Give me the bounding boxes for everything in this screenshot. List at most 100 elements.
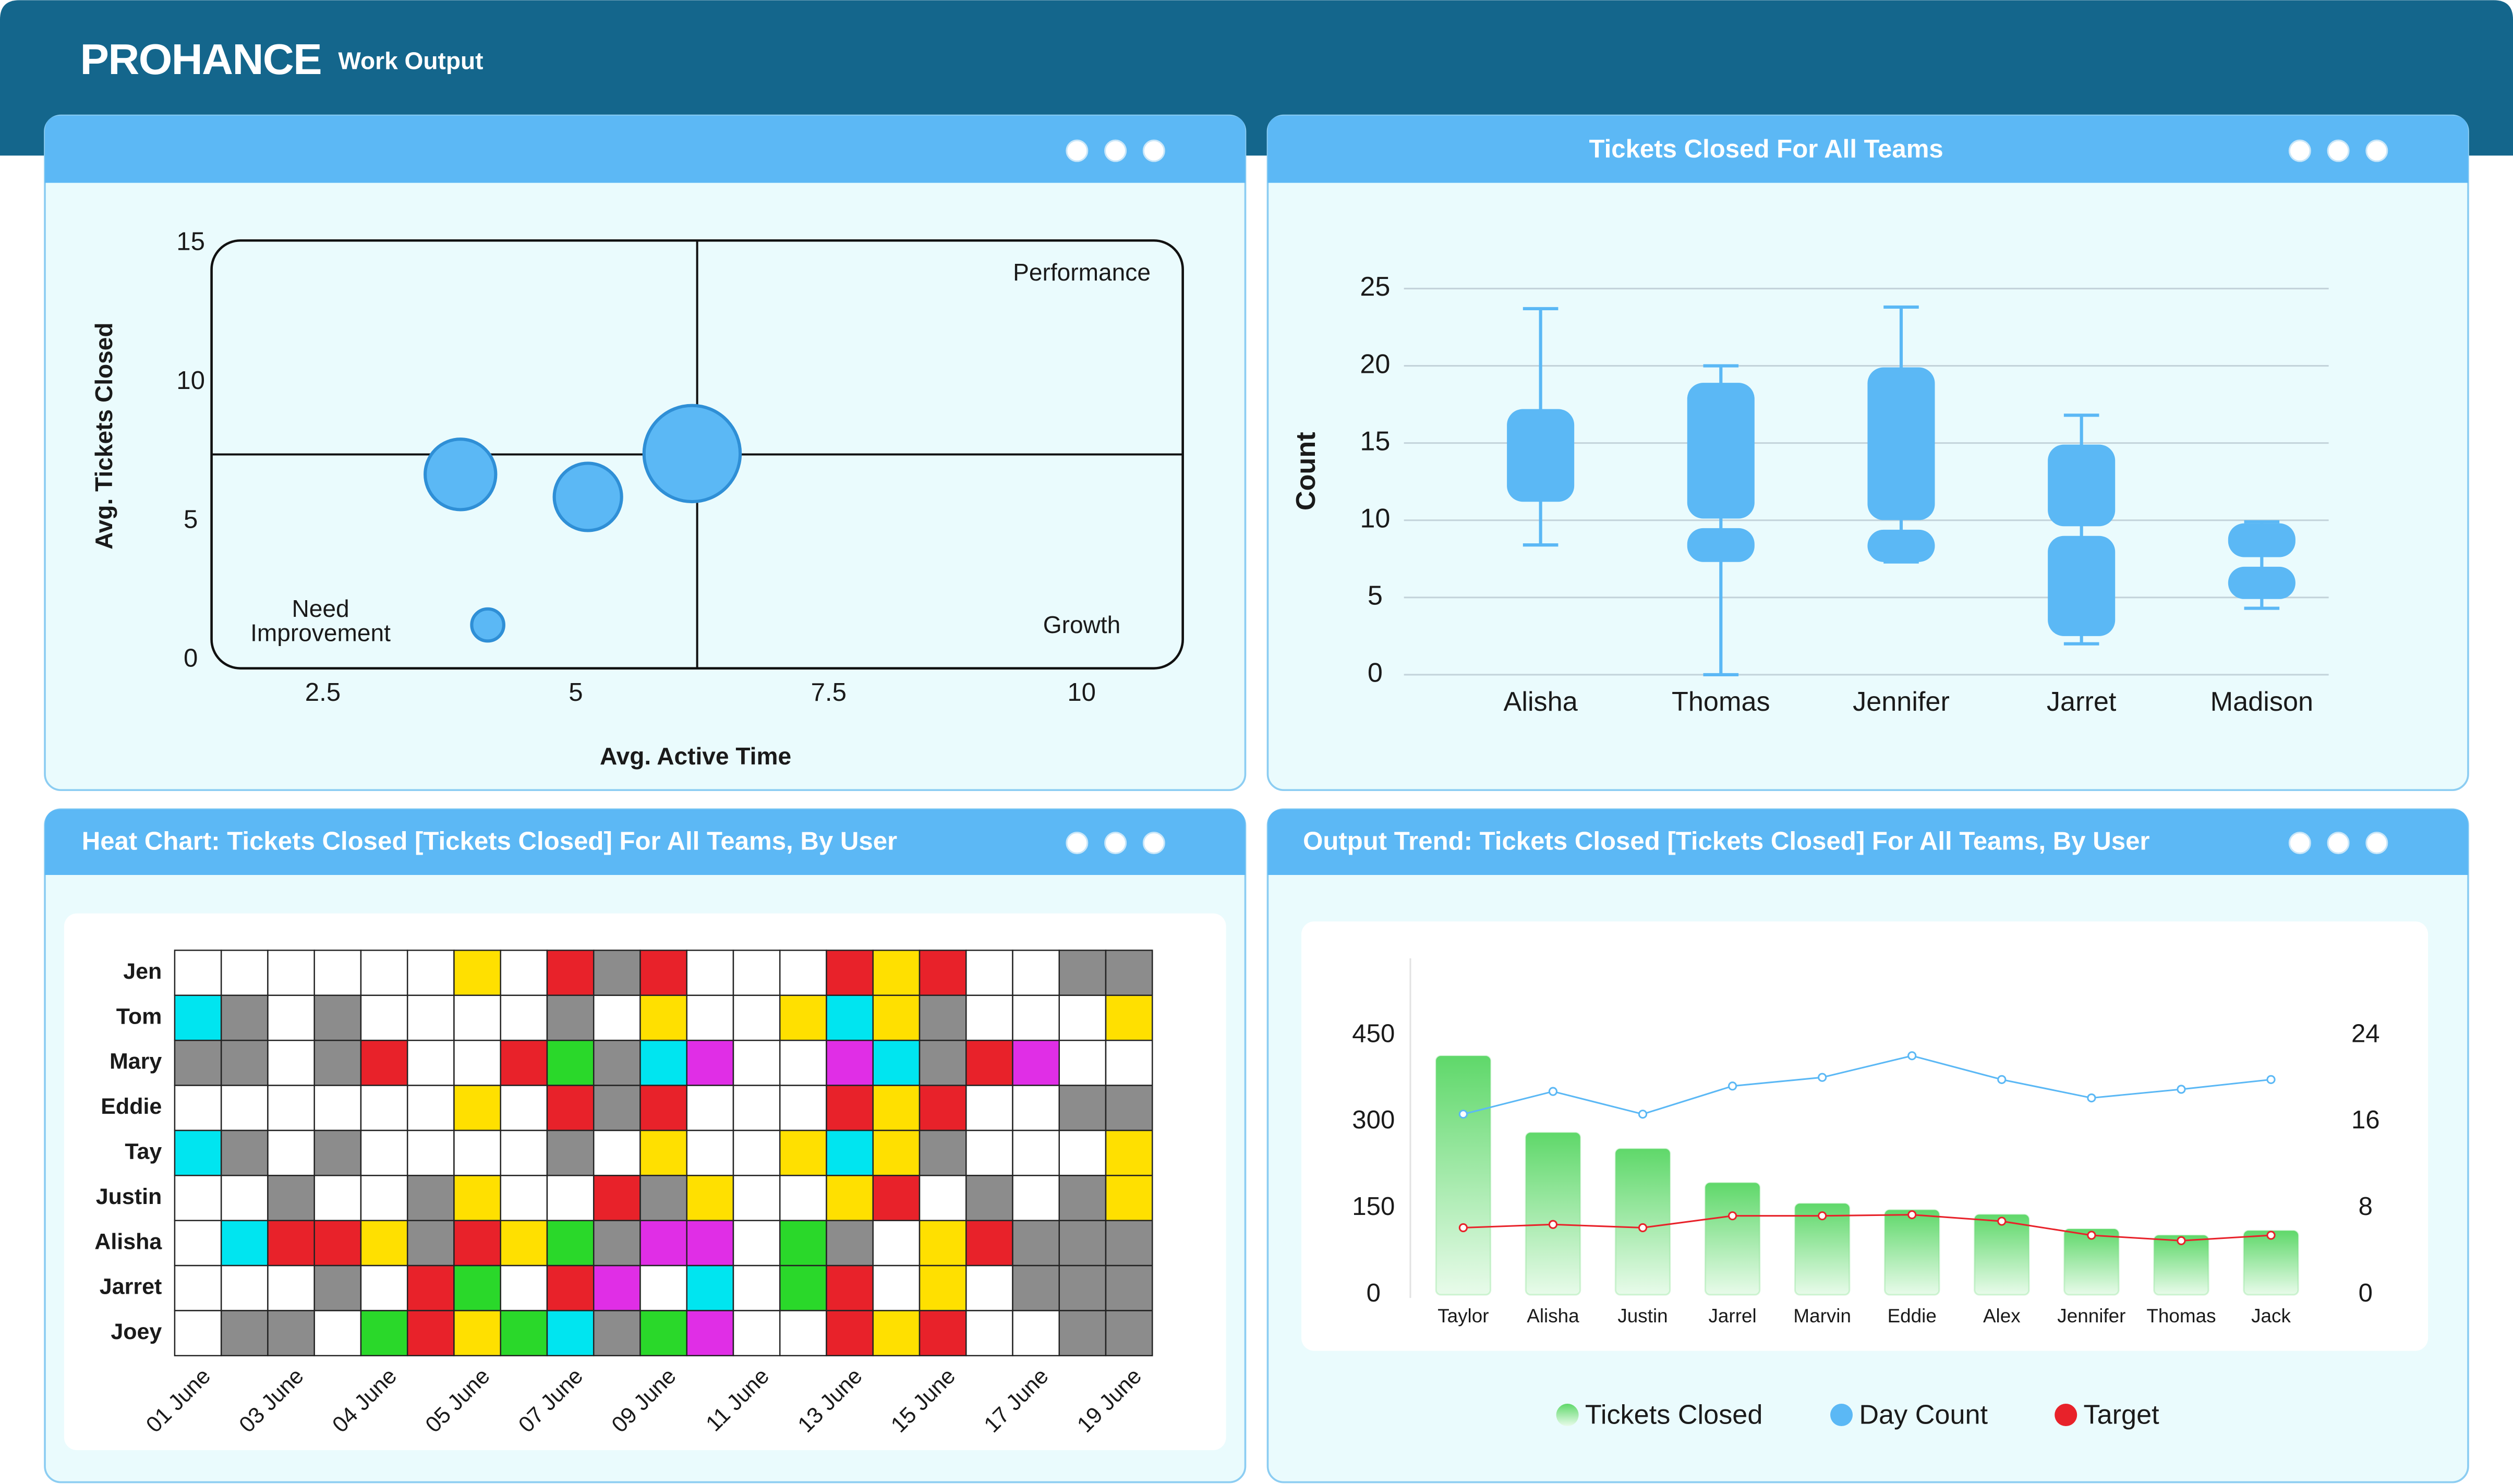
heat-cell bbox=[919, 1129, 967, 1176]
heat-cell bbox=[360, 1310, 408, 1357]
point bbox=[2177, 1085, 2186, 1094]
heat-cell bbox=[406, 950, 455, 996]
heat-cell bbox=[220, 1085, 269, 1132]
window-dot[interactable] bbox=[2288, 832, 2311, 855]
legend-marker bbox=[1556, 1404, 1579, 1427]
heat-cell bbox=[1012, 1175, 1060, 1221]
heat-cell bbox=[872, 1129, 921, 1176]
heat-cell bbox=[220, 1039, 269, 1086]
y-axis-label: Count bbox=[1291, 432, 1321, 510]
heat-cell bbox=[639, 1039, 687, 1086]
heat-cell bbox=[313, 1039, 362, 1086]
x-tick-label: Jennifer bbox=[2057, 1305, 2125, 1327]
heat-cell bbox=[965, 1220, 1013, 1267]
x-tick-label: Jennifer bbox=[1853, 687, 1950, 717]
window-dot[interactable] bbox=[1104, 139, 1127, 162]
heat-cell bbox=[220, 1310, 269, 1357]
heat-cell bbox=[1012, 1039, 1060, 1086]
box bbox=[1867, 529, 1935, 562]
y-tick-label: 10 bbox=[1360, 504, 1390, 534]
bubble bbox=[552, 461, 623, 532]
heat-cell bbox=[1012, 994, 1060, 1041]
heat-cell bbox=[686, 1264, 734, 1311]
bar bbox=[1883, 1209, 1940, 1296]
point bbox=[1727, 1211, 1737, 1221]
heat-cell bbox=[406, 1220, 455, 1267]
row-label: Tay bbox=[125, 1139, 162, 1164]
box bbox=[1507, 409, 1575, 502]
box bbox=[1687, 528, 1755, 562]
window-dot[interactable] bbox=[2327, 139, 2350, 162]
x-tick-label: Alisha bbox=[1504, 687, 1578, 717]
point bbox=[1638, 1223, 1648, 1233]
window-dot[interactable] bbox=[2327, 832, 2350, 855]
x-tick-label: 10 bbox=[1067, 678, 1096, 707]
heat-cell bbox=[872, 1310, 921, 1357]
heat-cell bbox=[593, 1220, 641, 1267]
window-dot[interactable] bbox=[1066, 139, 1089, 162]
heat-cell bbox=[872, 1085, 921, 1132]
window-dot[interactable] bbox=[1142, 832, 1165, 855]
heat-cell bbox=[686, 950, 734, 996]
legend-label: Tickets Closed bbox=[1585, 1400, 1763, 1430]
window-dot[interactable] bbox=[2365, 139, 2388, 162]
heat-cell bbox=[826, 1085, 874, 1132]
heat-cell bbox=[406, 1129, 455, 1176]
point bbox=[2177, 1236, 2186, 1245]
heat-cell bbox=[1012, 1310, 1060, 1357]
heat-cell bbox=[500, 1039, 548, 1086]
x-tick-label: Eddie bbox=[1888, 1305, 1937, 1327]
legend-label: Target bbox=[2084, 1400, 2160, 1430]
charts: 0 5 10 15 2.5 5 7.5 10 Avg. Active Time Avg. Tick… bbox=[82, 135, 2380, 1438]
heat-cell bbox=[220, 950, 269, 996]
heat-cell bbox=[593, 1039, 641, 1086]
heat-cell bbox=[779, 1039, 827, 1086]
point bbox=[1997, 1217, 2007, 1226]
heat-cell bbox=[826, 1039, 874, 1086]
point bbox=[1548, 1220, 1558, 1229]
panel-title: Heat Chart: Tickets Closed [Tickets Clos… bbox=[82, 827, 897, 856]
window-dot[interactable] bbox=[2365, 832, 2388, 855]
y2-tick-label: 8 bbox=[2359, 1192, 2373, 1221]
heat-cell bbox=[732, 1085, 781, 1132]
heat-cell bbox=[1105, 994, 1153, 1041]
heat-cell bbox=[360, 950, 408, 996]
heat-cell bbox=[1012, 950, 1060, 996]
heat-cell bbox=[639, 1085, 687, 1132]
x-tick-label: 5 bbox=[569, 678, 583, 707]
heat-cell bbox=[174, 1039, 222, 1086]
heat-cell bbox=[406, 1175, 455, 1221]
box bbox=[2048, 444, 2116, 527]
x-tick-label: Jack bbox=[2251, 1305, 2291, 1327]
window-dot[interactable] bbox=[2288, 139, 2311, 162]
heat-cell bbox=[686, 1039, 734, 1086]
heat-cell bbox=[220, 994, 269, 1041]
heat-cell bbox=[965, 950, 1013, 996]
heat-cell bbox=[919, 1310, 967, 1357]
y-tick-label: 0 bbox=[1368, 658, 1383, 688]
heat-cell bbox=[500, 1129, 548, 1176]
heat-cell bbox=[965, 1310, 1013, 1357]
heat-cell bbox=[267, 950, 315, 996]
heat-cell bbox=[965, 1264, 1013, 1311]
window-dot[interactable] bbox=[1142, 139, 1165, 162]
heat-cell bbox=[453, 1220, 501, 1267]
window-dot[interactable] bbox=[1066, 832, 1089, 855]
heat-cell bbox=[220, 1129, 269, 1176]
heat-cell bbox=[500, 1264, 548, 1311]
heat-cell bbox=[174, 1175, 222, 1221]
line bbox=[1463, 1214, 2272, 1242]
bar bbox=[1974, 1213, 2030, 1296]
heat-cell bbox=[872, 950, 921, 996]
row-label: Eddie bbox=[101, 1094, 162, 1119]
window-dot[interactable] bbox=[1104, 832, 1127, 855]
heat-cell bbox=[360, 1175, 408, 1221]
heat-cell bbox=[639, 1220, 687, 1267]
heat-cell bbox=[779, 1175, 827, 1221]
heat-cell bbox=[220, 1220, 269, 1267]
heat-cell bbox=[313, 994, 362, 1041]
heat-cell bbox=[593, 994, 641, 1041]
heat-cell bbox=[732, 1220, 781, 1267]
heat-cell bbox=[360, 1264, 408, 1311]
heat-cell bbox=[546, 1220, 595, 1267]
